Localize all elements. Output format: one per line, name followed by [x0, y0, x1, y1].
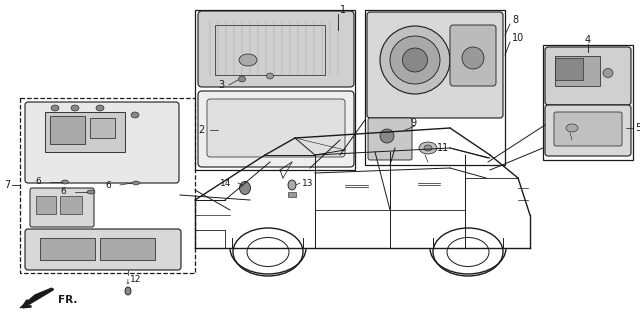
Bar — [195, 10, 355, 170]
Ellipse shape — [96, 105, 104, 111]
FancyBboxPatch shape — [368, 118, 412, 160]
Text: 1: 1 — [340, 5, 346, 15]
Text: 12: 12 — [130, 276, 141, 284]
Text: 5: 5 — [635, 123, 640, 133]
Ellipse shape — [239, 54, 257, 66]
Ellipse shape — [51, 105, 59, 111]
Text: 4: 4 — [585, 35, 591, 45]
Text: 10: 10 — [512, 33, 524, 43]
Bar — [365, 10, 505, 165]
Ellipse shape — [125, 287, 131, 295]
Bar — [555, 56, 600, 86]
Text: 14: 14 — [220, 179, 232, 188]
Ellipse shape — [71, 105, 79, 111]
Text: 13: 13 — [302, 179, 314, 188]
FancyBboxPatch shape — [30, 188, 94, 227]
Ellipse shape — [419, 142, 437, 154]
FancyBboxPatch shape — [450, 25, 496, 86]
Bar — [60, 196, 82, 214]
FancyBboxPatch shape — [198, 91, 354, 167]
Text: 6: 6 — [60, 188, 66, 196]
Ellipse shape — [462, 47, 484, 69]
Text: 7: 7 — [4, 180, 10, 190]
Bar — [50, 116, 85, 144]
Ellipse shape — [87, 190, 95, 194]
Bar — [90, 118, 115, 138]
Ellipse shape — [131, 112, 139, 118]
FancyBboxPatch shape — [545, 47, 631, 105]
Bar — [215, 25, 325, 75]
Bar — [40, 238, 95, 260]
Bar — [288, 192, 296, 197]
Ellipse shape — [239, 181, 250, 195]
Text: 2: 2 — [198, 125, 204, 135]
Text: ↓: ↓ — [125, 279, 131, 285]
Text: 6: 6 — [105, 181, 111, 190]
FancyBboxPatch shape — [198, 11, 354, 87]
Ellipse shape — [603, 68, 613, 77]
Text: 6: 6 — [35, 178, 41, 187]
FancyBboxPatch shape — [207, 99, 345, 157]
Text: 11: 11 — [437, 143, 449, 153]
Text: 9: 9 — [410, 118, 416, 128]
FancyBboxPatch shape — [545, 105, 631, 156]
FancyBboxPatch shape — [25, 229, 181, 270]
Bar — [555, 58, 583, 80]
Ellipse shape — [380, 129, 394, 143]
Ellipse shape — [566, 124, 578, 132]
FancyBboxPatch shape — [25, 102, 179, 183]
Bar — [36, 196, 56, 214]
Ellipse shape — [424, 145, 432, 151]
Ellipse shape — [132, 181, 140, 185]
Bar — [45, 112, 125, 152]
Bar — [100, 238, 155, 260]
Text: 8: 8 — [512, 15, 518, 25]
FancyBboxPatch shape — [367, 12, 503, 118]
Ellipse shape — [61, 180, 68, 184]
Bar — [20, 98, 195, 273]
FancyBboxPatch shape — [554, 112, 622, 146]
Bar — [543, 45, 633, 160]
Ellipse shape — [266, 73, 273, 79]
Text: FR.: FR. — [58, 295, 77, 305]
Ellipse shape — [380, 26, 450, 94]
Ellipse shape — [390, 36, 440, 84]
Ellipse shape — [239, 76, 246, 82]
Ellipse shape — [288, 180, 296, 190]
Ellipse shape — [403, 48, 428, 72]
Polygon shape — [20, 288, 52, 308]
Text: 3: 3 — [218, 80, 224, 90]
